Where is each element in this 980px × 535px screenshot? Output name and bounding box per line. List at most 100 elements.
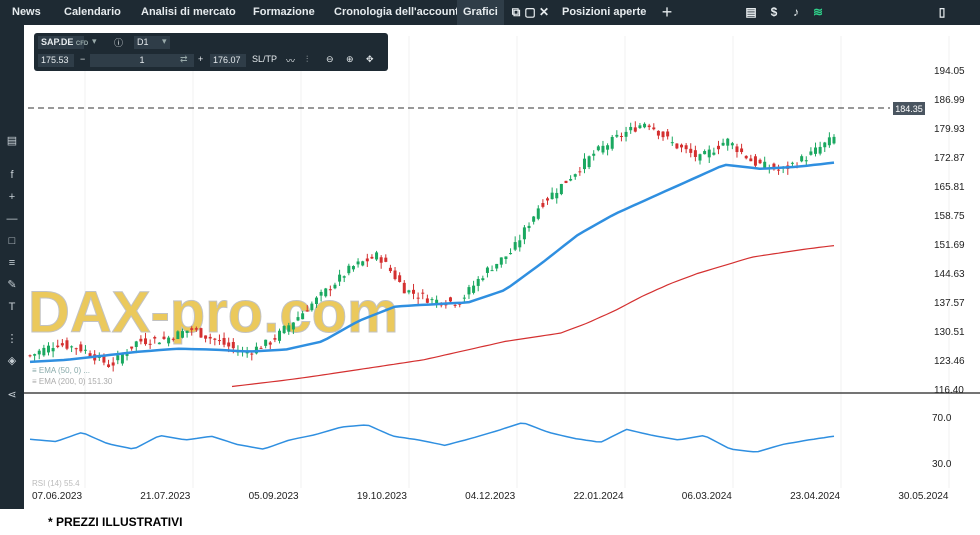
candle-body <box>592 153 596 156</box>
candle-body <box>148 343 152 345</box>
price-tick-label: 172.87 <box>934 153 965 164</box>
candle-body <box>800 156 804 162</box>
rsi-line <box>29 422 835 453</box>
candle-body <box>398 275 402 282</box>
bid-price[interactable]: 175.53 <box>38 54 74 67</box>
candle-body <box>550 192 554 200</box>
candle-body <box>37 350 41 355</box>
candle-body <box>70 346 74 348</box>
candle-body <box>601 145 605 153</box>
timeframe-selector[interactable]: D1 <box>134 36 170 49</box>
add-tab-button[interactable]: + <box>661 2 673 22</box>
info-icon[interactable]: ⓘ <box>114 38 124 48</box>
date-tick-label: 30.05.2024 <box>898 491 948 502</box>
candle-body <box>809 151 813 155</box>
chart-panel-icon[interactable]: ▤ <box>6 135 18 147</box>
candle-body <box>264 339 268 346</box>
dollar-icon[interactable]: $ <box>770 5 778 19</box>
close-tab-icon[interactable]: ✕ <box>538 5 550 19</box>
price-tick-label: 123.46 <box>934 356 965 367</box>
decrease-quantity-button[interactable]: − <box>80 54 86 64</box>
candle-body <box>370 256 374 259</box>
candle-body <box>573 174 577 177</box>
candle-body <box>314 297 318 305</box>
candle-body <box>827 137 831 146</box>
quantity-input[interactable]: 1 <box>90 54 194 67</box>
fibonacci-icon[interactable]: ≡ <box>8 257 16 269</box>
ruler-icon[interactable]: ⋮ <box>6 333 18 345</box>
ema-50-legend: ≡ EMA (50, 0) ... <box>32 366 90 375</box>
current-price-label: 184.35 <box>895 104 923 114</box>
increase-quantity-button[interactable]: + <box>198 54 204 64</box>
move-icon[interactable]: ✥ <box>366 54 374 64</box>
candle-body <box>823 142 827 148</box>
layout-icon[interactable]: ▤ <box>745 5 757 19</box>
candle-body <box>536 208 540 219</box>
candle-body <box>351 266 355 270</box>
symbol-name: SAP.DE <box>41 37 74 47</box>
candle-body <box>282 325 286 334</box>
tab-posizioni-aperte[interactable]: Posizioni aperte <box>562 6 647 18</box>
nav-formazione[interactable]: Formazione <box>253 6 315 18</box>
line-tool-icon[interactable]: — <box>6 213 18 225</box>
candle-body <box>652 127 656 130</box>
candle-body <box>435 299 439 304</box>
price-tick-label: 194.05 <box>934 66 965 77</box>
tab-grafici[interactable]: Grafici <box>457 0 504 25</box>
sltp-button[interactable]: SL/TP <box>252 54 278 64</box>
wifi-icon: ≋ <box>812 5 824 19</box>
candle-body <box>458 303 462 305</box>
candle-body <box>347 265 351 274</box>
candle-body <box>546 198 550 201</box>
candle-body <box>532 216 536 222</box>
pencil-icon[interactable]: ✎ <box>7 279 17 291</box>
candle-body <box>481 278 485 281</box>
zoom-out-icon[interactable]: ⊖ <box>326 54 334 64</box>
candle-body <box>670 142 674 144</box>
nav-news[interactable]: News <box>12 6 41 18</box>
indicators-icon[interactable]: ⫶ <box>306 54 309 64</box>
nav-analisi-di-mercato[interactable]: Analisi di mercato <box>141 6 236 18</box>
candle-body <box>661 131 665 138</box>
nav-calendario[interactable]: Calendario <box>64 6 121 18</box>
candle-body <box>65 340 69 349</box>
current-price-badge <box>893 102 925 115</box>
candle-body <box>190 328 194 330</box>
candle-body <box>213 338 217 340</box>
price-tick-label: 158.75 <box>934 211 965 222</box>
share-icon[interactable]: ⋖ <box>7 389 17 401</box>
crosshair-icon[interactable]: + <box>8 191 16 203</box>
candle-body <box>606 145 610 150</box>
bell-icon[interactable]: ♪ <box>793 5 799 19</box>
candle-body <box>28 355 32 357</box>
rectangle-tool-icon[interactable]: □ <box>8 235 16 247</box>
panel-icon[interactable]: ▯ <box>938 5 946 19</box>
date-tick-label: 23.04.2024 <box>790 491 840 502</box>
candle-body <box>176 331 180 340</box>
candle-body <box>610 136 614 149</box>
ask-price[interactable]: 176.07 <box>210 54 246 67</box>
date-tick-label: 07.06.2023 <box>32 491 82 502</box>
candle-body <box>162 336 166 339</box>
candle-body <box>227 342 231 347</box>
nav-cronologia-account[interactable]: Cronologia dell'account <box>334 6 459 18</box>
popout-icon[interactable]: ⧉ <box>511 5 521 19</box>
function-icon[interactable]: f <box>10 169 14 181</box>
candle-body <box>832 136 836 144</box>
line-chart-icon[interactable]: 〰 <box>286 56 296 66</box>
symbol-selector[interactable]: SAP.DE CFD <box>38 36 88 49</box>
price-chart[interactable]: DAX-pro.com 184.35 194.05 186.99 179.93 172… <box>24 25 980 509</box>
candle-body <box>245 352 249 354</box>
candle-body <box>666 131 670 137</box>
candle-body <box>647 125 651 128</box>
zoom-in-icon[interactable]: ⊕ <box>346 54 354 64</box>
candle-body <box>448 297 452 302</box>
layers-icon[interactable]: ◈ <box>7 355 17 367</box>
swap-icon[interactable]: ⇄ <box>180 54 188 64</box>
timeframe-chevron-icon[interactable]: ▾ <box>162 36 167 46</box>
expand-icon[interactable]: ▢ <box>524 5 536 19</box>
candle-body <box>712 152 716 155</box>
text-tool-icon[interactable]: T <box>8 301 16 313</box>
candle-body <box>116 355 120 361</box>
chevron-down-icon[interactable]: ▾ <box>92 36 97 46</box>
